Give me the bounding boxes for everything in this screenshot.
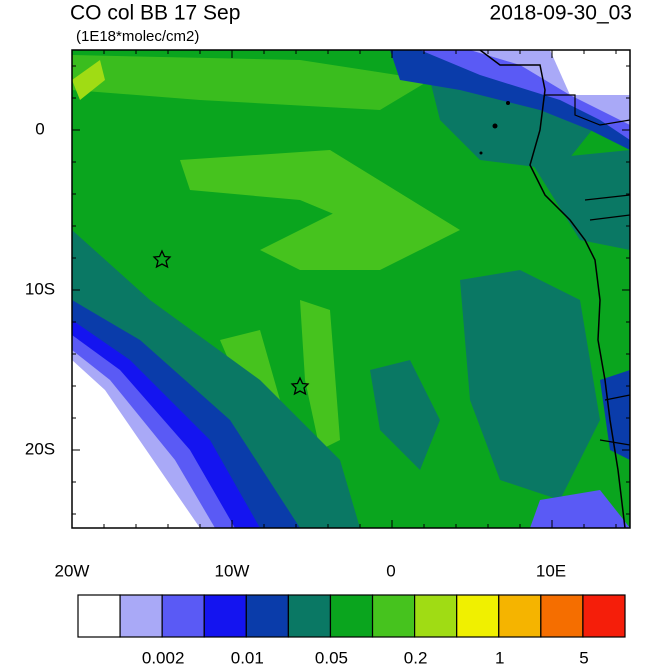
lon-label: 10E bbox=[536, 561, 566, 580]
timestamp: 2018-09-30_03 bbox=[490, 2, 632, 25]
lat-label: 20S bbox=[25, 439, 55, 458]
title: CO col BB 17 Sep bbox=[70, 2, 240, 25]
lat-label: 10S bbox=[25, 279, 55, 298]
colorbar-box bbox=[371, 594, 416, 638]
colorbar-box bbox=[582, 594, 626, 638]
colorbar-box bbox=[119, 594, 163, 638]
map-frame bbox=[71, 49, 631, 529]
colorbar-box bbox=[203, 594, 247, 638]
lon-label: 0 bbox=[386, 561, 395, 580]
colorbar-box bbox=[77, 594, 121, 638]
lon-label: 10W bbox=[215, 561, 250, 580]
colorbar: 0.002 0.01 0.05 0.2 1 5 bbox=[77, 594, 626, 667]
colorbar-box bbox=[540, 594, 584, 638]
colorbar-label: 0.2 bbox=[404, 648, 428, 667]
colorbar-label: 5 bbox=[579, 648, 588, 667]
units: (1E18*molec/cm2) bbox=[76, 28, 199, 45]
lon-label: 20W bbox=[55, 561, 90, 580]
lat-label: 0 bbox=[35, 119, 44, 138]
colorbar-box bbox=[498, 594, 542, 638]
colorbar-box bbox=[161, 594, 205, 638]
colorbar-label: 0.05 bbox=[315, 648, 348, 667]
colorbar-box bbox=[456, 594, 500, 638]
colorbar-box bbox=[414, 594, 458, 638]
colorbar-label: 1 bbox=[495, 648, 504, 667]
colorbar-box bbox=[287, 594, 332, 638]
axis-ticks bbox=[71, 50, 630, 528]
map-field bbox=[72, 50, 630, 528]
colorbar-box bbox=[329, 594, 374, 638]
colorbar-box bbox=[245, 594, 289, 638]
colorbar-label: 0.002 bbox=[142, 648, 185, 667]
colorbar-label: 0.01 bbox=[231, 648, 264, 667]
